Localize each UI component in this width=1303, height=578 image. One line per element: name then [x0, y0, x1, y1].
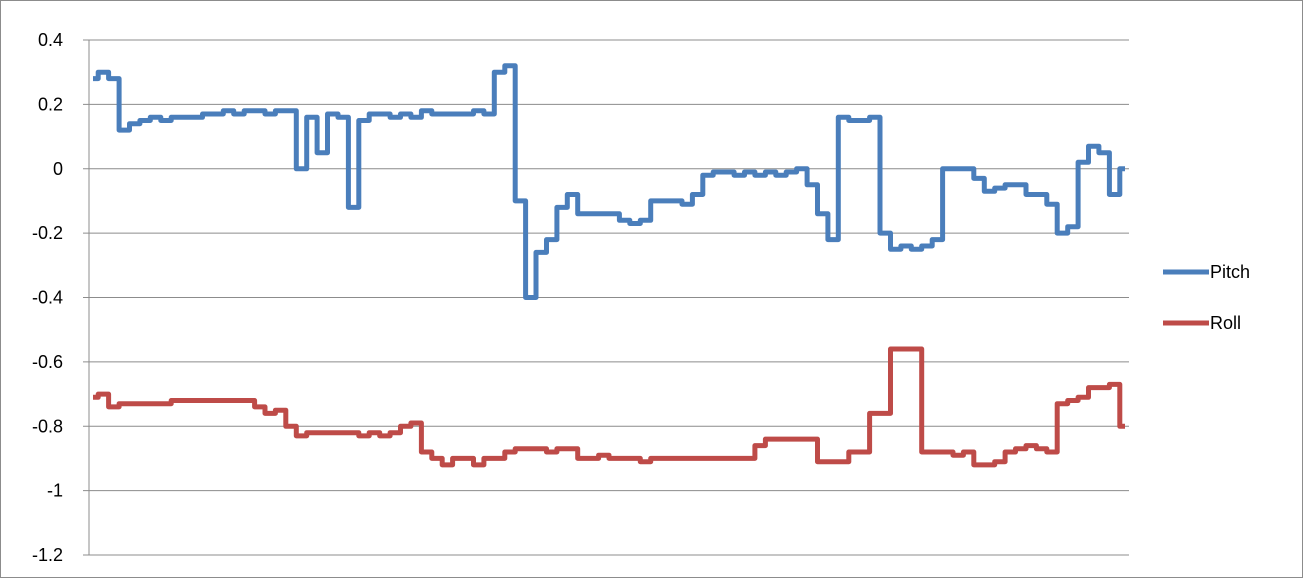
gridlines — [83, 39, 1129, 556]
y-tick-label: 0.2 — [38, 94, 63, 114]
legend-label-pitch: Pitch — [1210, 262, 1250, 282]
legend-label-roll: Roll — [1210, 313, 1241, 333]
legend: Pitch Roll — [1163, 262, 1250, 333]
y-tick-label: -1 — [47, 481, 63, 501]
y-tick-label: -0.2 — [32, 223, 63, 243]
series-line-roll — [93, 346, 1125, 468]
y-tick-label: 0.4 — [38, 30, 63, 50]
y-tick-label: 0 — [53, 159, 63, 179]
y-tick-label: -0.8 — [32, 416, 63, 436]
y-tick-label: -0.6 — [32, 352, 63, 372]
series-lines — [93, 63, 1125, 468]
y-tick-label: -0.4 — [32, 288, 63, 308]
series-line-pitch — [93, 63, 1125, 300]
y-axis-tick-labels: 0.4 0.2 0 -0.2 -0.4 -0.6 -0.8 -1 -1.2 — [32, 30, 63, 565]
y-tick-label: -1.2 — [32, 545, 63, 565]
